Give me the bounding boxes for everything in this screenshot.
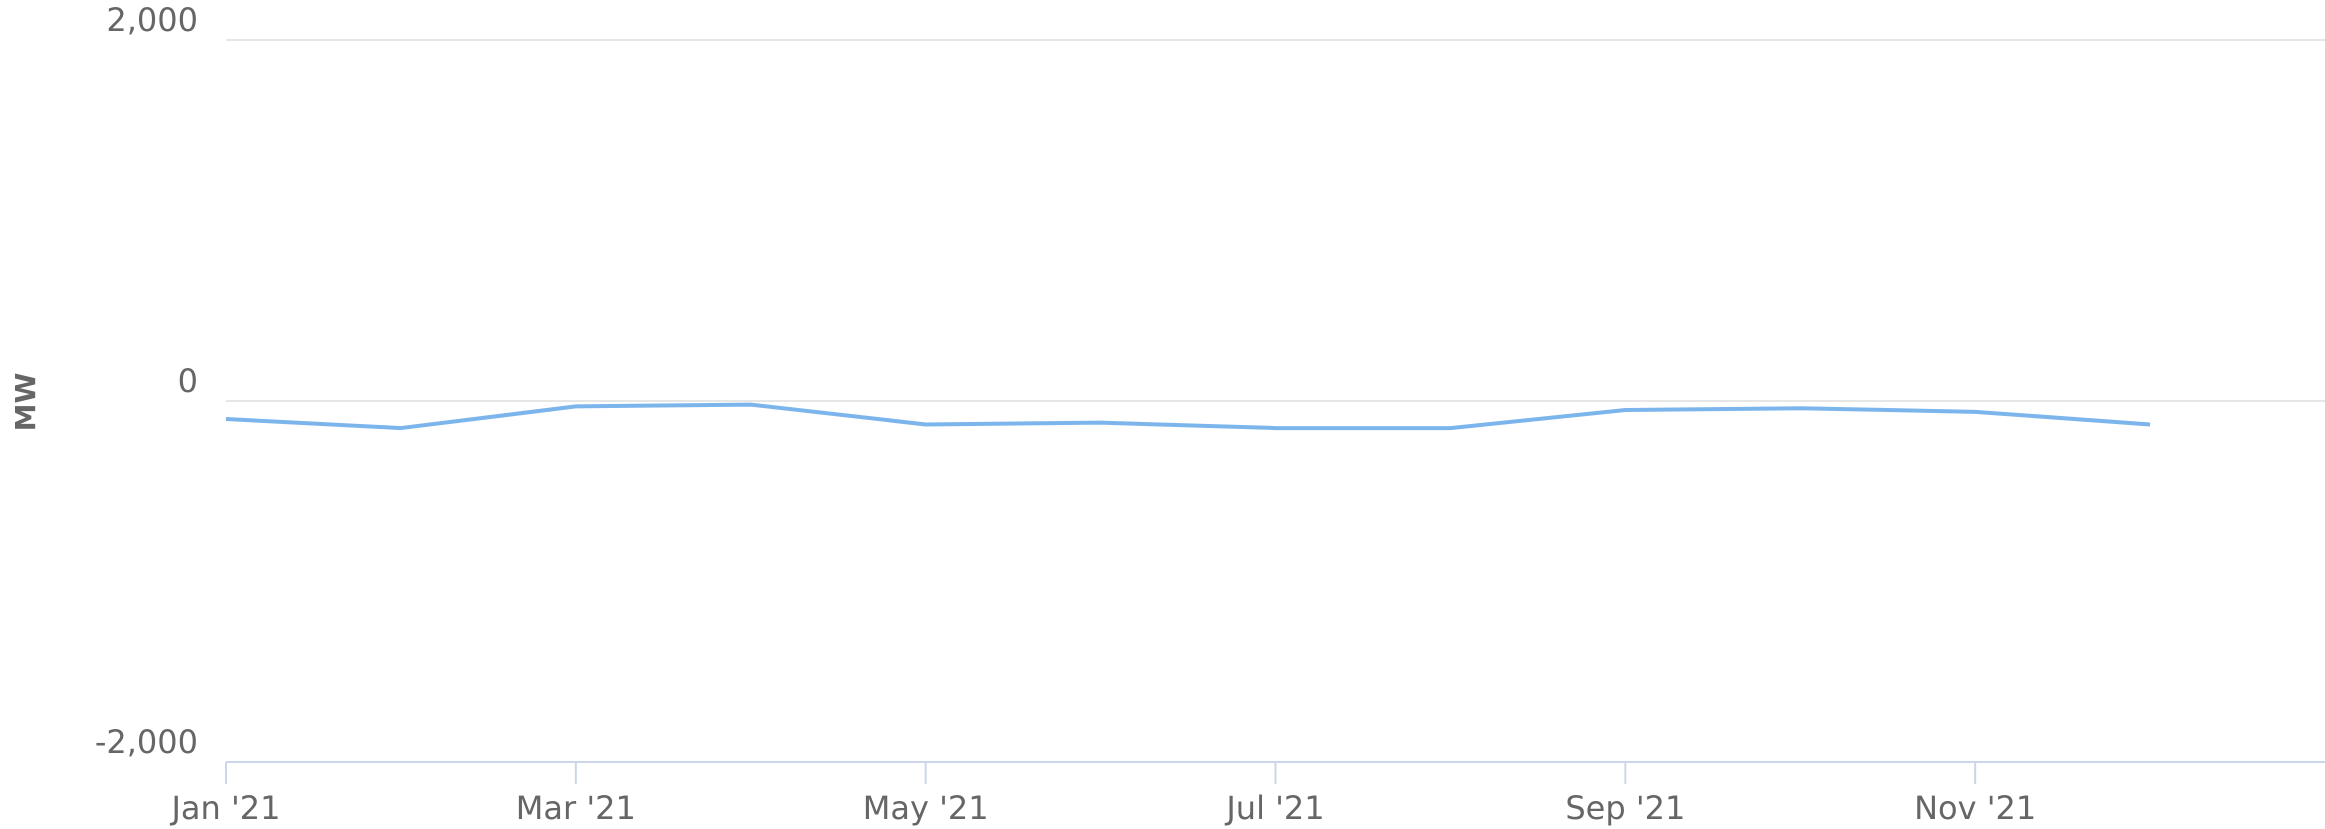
- x-tick-label: Sep '21: [1565, 789, 1685, 827]
- x-tick-label: Jul '21: [1224, 789, 1324, 827]
- x-tick-label: Mar '21: [516, 789, 636, 827]
- x-tick-label: May '21: [863, 789, 989, 827]
- line-series: [225, 402, 2151, 431]
- y-tick-label: 0: [178, 362, 198, 400]
- y-tick-label: -2,000: [95, 723, 198, 761]
- y-axis-title: MW: [9, 373, 42, 432]
- y-tick-label: 2,000: [106, 1, 198, 39]
- x-tick-label: Jan '21: [169, 789, 280, 827]
- x-tick-label: Nov '21: [1914, 789, 2036, 827]
